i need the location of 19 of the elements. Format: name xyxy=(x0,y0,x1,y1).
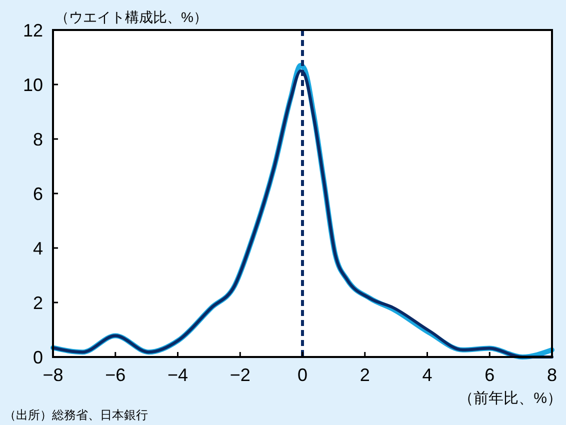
x-tick-label: −8 xyxy=(42,365,64,385)
y-axis-title: （ウエイト構成比、%） xyxy=(55,9,208,25)
y-tick-label: 0 xyxy=(32,347,43,368)
x-tick-label: 8 xyxy=(546,365,558,385)
x-tick-label: −6 xyxy=(105,365,126,385)
y-tick-label: 6 xyxy=(32,184,43,204)
y-tick-label: 4 xyxy=(32,238,43,258)
x-tick-label: −2 xyxy=(230,365,250,385)
y-tick-label: 8 xyxy=(32,129,43,150)
y-tick-label: 12 xyxy=(22,20,43,40)
x-tick-label: 4 xyxy=(422,365,432,385)
x-tick-label: −4 xyxy=(167,365,188,385)
y-tick-label: 10 xyxy=(22,74,43,95)
text: （出所）総務省、日本銀行 xyxy=(4,408,148,422)
x-axis-title: （前年比、%） xyxy=(458,390,562,407)
x-tick-label: 6 xyxy=(484,365,495,385)
y-tick-label: 2 xyxy=(32,292,43,313)
x-tick-label: 0 xyxy=(297,365,308,385)
x-tick-label: 2 xyxy=(360,365,370,385)
